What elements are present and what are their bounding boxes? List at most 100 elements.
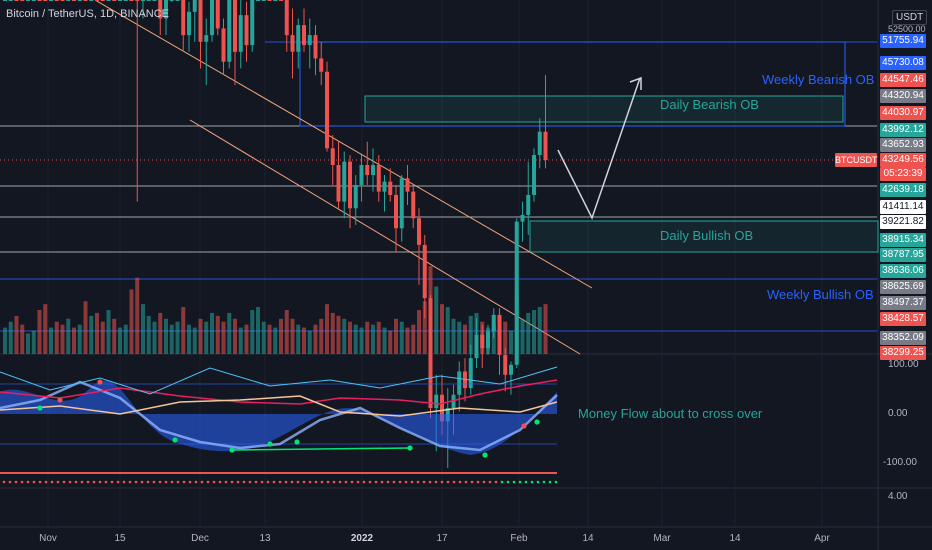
candle-body [146, 0, 151, 1]
candle-body [233, 0, 237, 52]
candle-body [319, 58, 324, 72]
strip-dot [236, 480, 240, 484]
strip-dot [542, 480, 546, 484]
projection-path [557, 77, 641, 220]
strip-dot [422, 480, 426, 484]
price-badge: 38497.37 [880, 296, 926, 310]
strip-dot [248, 480, 252, 484]
volume-bar [106, 310, 111, 354]
candle-body [187, 11, 191, 36]
volume-bar [123, 324, 128, 354]
candle-body [451, 394, 456, 409]
volume-bar [204, 321, 209, 354]
volume-bar [187, 324, 191, 354]
candle-body [256, 0, 260, 1]
signal-line-red [0, 379, 558, 405]
candle-body [509, 364, 513, 375]
candle-body [399, 178, 404, 229]
volume-bar [175, 321, 180, 354]
candle-body [204, 35, 209, 42]
volume-bar [267, 324, 272, 354]
volume-bar [434, 286, 439, 354]
volume-bar [503, 321, 508, 354]
strip-dot [488, 480, 492, 484]
price-badge: 38636.06 [880, 264, 926, 278]
volume-bar [342, 318, 347, 354]
volume-bar [411, 324, 416, 354]
strip-dot [140, 480, 144, 484]
volume-bar [526, 312, 531, 354]
strip-dot [128, 480, 132, 484]
strip-dot [86, 480, 90, 484]
strip-dot [200, 480, 204, 484]
price-badge: 44030.97 [880, 106, 926, 120]
strip-dot [332, 480, 336, 484]
volume-bar [66, 318, 71, 354]
volume-bar [210, 312, 214, 354]
price-badge: 38352.09 [880, 331, 926, 345]
volume-bar [376, 321, 381, 354]
daily-bullish-label: Daily Bullish OB [660, 228, 754, 243]
candle-body [54, 0, 59, 1]
time-axis-label: Feb [510, 533, 528, 544]
strip-dot [464, 480, 468, 484]
volume-bar [325, 304, 329, 354]
time-axis-label: 14 [582, 533, 594, 544]
strip-dot [278, 480, 282, 484]
strip-dot [380, 480, 384, 484]
weekly-bullish-label: Weekly Bullish OB [767, 287, 874, 302]
candle-body [342, 161, 347, 202]
currency-label[interactable]: USDT [892, 10, 928, 25]
volume-bar [520, 318, 525, 354]
strip-dot [536, 480, 540, 484]
volume-bar [543, 304, 548, 354]
candle-body [198, 0, 203, 42]
osc-scale-0: 0.00 [888, 408, 908, 419]
price-scale-top: 52500.00 [888, 24, 926, 34]
volume-bar [491, 324, 496, 354]
volume-bar [129, 289, 134, 354]
strip-dot [350, 480, 354, 484]
candle-body [123, 0, 128, 1]
strip-dot [170, 480, 174, 484]
candle-body [486, 331, 490, 349]
strip-dot [98, 480, 102, 484]
volume-bar [60, 324, 65, 354]
candle-body [325, 71, 329, 149]
strip-dot [20, 480, 24, 484]
signal-line-orange [0, 395, 558, 417]
candle-body [43, 0, 48, 1]
strip-dot [410, 480, 414, 484]
time-axis-label: Dec [191, 533, 209, 544]
volume-bar [509, 330, 513, 354]
candle-body [290, 35, 295, 52]
time-axis-label: 13 [259, 533, 271, 544]
volume-bar [198, 318, 203, 354]
candle-body [95, 0, 99, 1]
strip-dot [326, 480, 330, 484]
strip-dot [206, 480, 210, 484]
candle-body [422, 244, 427, 299]
strip-dot [362, 480, 366, 484]
volume-bar [158, 312, 163, 354]
candle-body [359, 164, 364, 185]
volume-bar [49, 327, 53, 354]
strip-dot [182, 480, 186, 484]
strip-dot [476, 480, 480, 484]
strip-dot [404, 480, 408, 484]
volume-bar [405, 327, 410, 354]
volume-bar [284, 310, 289, 354]
candle-body [480, 334, 485, 349]
volume-bar [279, 318, 283, 354]
strip-dot [548, 480, 552, 484]
strip-dot [32, 480, 36, 484]
candle-body [543, 131, 548, 160]
candle-body [135, 0, 140, 1]
projection-arrowhead [629, 76, 642, 90]
volume-bar [26, 333, 30, 354]
candle-body [66, 0, 71, 1]
strip-dot [14, 480, 18, 484]
time-axis-label: Apr [814, 533, 830, 544]
candle-body [261, 0, 266, 1]
